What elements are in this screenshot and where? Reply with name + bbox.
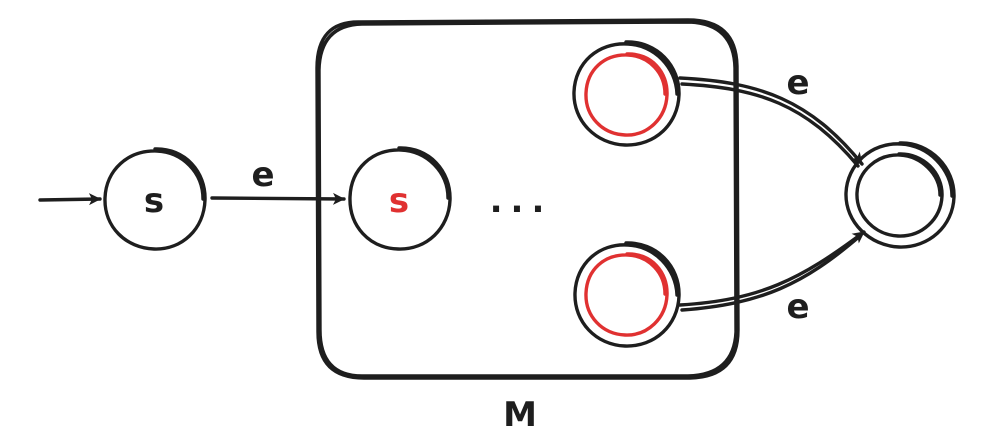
edge-label-bottom-accept: e (786, 287, 809, 327)
ellipsis: ... (490, 181, 553, 221)
edge-top-accept-to-final (678, 76, 864, 166)
edge-start-to-inner (210, 192, 346, 205)
edge-label-top-accept: e (786, 63, 809, 103)
edge-top-accept-to-final-shadow (680, 82, 860, 168)
inner-start-state-label: s (389, 181, 409, 221)
accept-state-bottom (573, 241, 681, 348)
edge-bottom-accept-to-final (678, 230, 866, 307)
accept-state-top (572, 40, 681, 147)
start-state-label: s (144, 181, 164, 221)
edge-bottom-accept-to-final-shadow (680, 234, 862, 312)
machine-label: M (503, 395, 537, 435)
machine-m-box (315, 18, 740, 380)
edge-label-start-to-inner: e (251, 155, 274, 195)
final-accept-state (844, 141, 956, 249)
start-state: s (103, 147, 207, 251)
inner-start-state: s (348, 146, 452, 251)
start-arrow (38, 193, 102, 206)
